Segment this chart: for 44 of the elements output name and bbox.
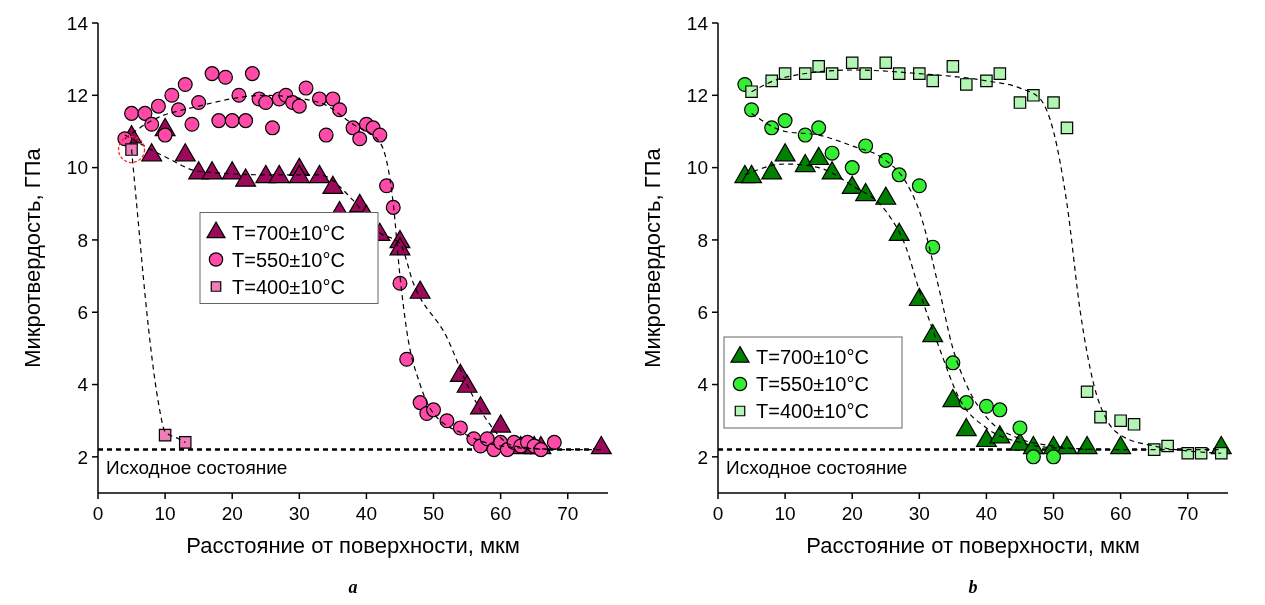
legend-label: T=400±10°C bbox=[756, 400, 869, 422]
x-tick-label: 10 bbox=[154, 503, 176, 524]
x-tick-label: 50 bbox=[1042, 503, 1065, 524]
y-tick-label: 12 bbox=[686, 84, 708, 106]
x-tick-label: 30 bbox=[908, 503, 930, 524]
x-tick-label: 70 bbox=[1177, 503, 1199, 524]
legend-label: T=700±10°C bbox=[756, 346, 869, 368]
y-tick-label: 12 bbox=[66, 84, 88, 106]
legend-label: T=550±10°C bbox=[232, 248, 345, 271]
y-tick-label: 2 bbox=[77, 446, 88, 468]
x-tick-label: 60 bbox=[490, 503, 512, 524]
ref-line-label: Исходное состояние bbox=[106, 456, 288, 478]
y-axis-title: Микротвердость, ГПа bbox=[20, 147, 45, 368]
x-tick-label: 20 bbox=[221, 503, 243, 524]
x-axis-title: Расстояние от поверхности, мкм bbox=[806, 533, 1140, 558]
x-axis-title: Расстояние от поверхности, мкм bbox=[186, 533, 520, 558]
legend-label: T=700±10°C bbox=[232, 221, 345, 244]
x-tick-label: 70 bbox=[557, 503, 579, 524]
legend-label: T=400±10°C bbox=[232, 275, 345, 298]
legend-label: T=550±10°C bbox=[756, 373, 869, 395]
y-tick-label: 10 bbox=[686, 157, 708, 179]
x-tick-label: 60 bbox=[1110, 503, 1132, 524]
y-tick-label: 14 bbox=[66, 12, 89, 34]
y-tick-label: 4 bbox=[697, 374, 709, 396]
y-tick-label: 10 bbox=[66, 157, 88, 179]
x-tick-label: 0 bbox=[92, 503, 104, 524]
y-tick-label: 6 bbox=[697, 301, 708, 323]
text: b bbox=[968, 577, 978, 597]
y-tick-label: 2 bbox=[697, 446, 708, 468]
x-tick-label: 0 bbox=[712, 503, 724, 524]
x-tick-label: 20 bbox=[841, 503, 863, 524]
x-tick-label: 50 bbox=[422, 503, 445, 524]
text: a bbox=[348, 577, 358, 597]
y-axis-title: Микротвердость, ГПа bbox=[640, 147, 665, 368]
y-tick-label: 6 bbox=[77, 301, 88, 323]
y-tick-label: 4 bbox=[77, 374, 89, 396]
x-tick-label: 30 bbox=[288, 503, 310, 524]
x-tick-label: 40 bbox=[355, 503, 377, 524]
y-tick-label: 14 bbox=[686, 12, 709, 34]
x-tick-label: 40 bbox=[975, 503, 997, 524]
x-tick-label: 10 bbox=[774, 503, 796, 524]
y-tick-label: 8 bbox=[697, 229, 708, 251]
ref-line-label: Исходное состояние bbox=[726, 456, 908, 478]
y-tick-label: 8 bbox=[77, 229, 88, 251]
